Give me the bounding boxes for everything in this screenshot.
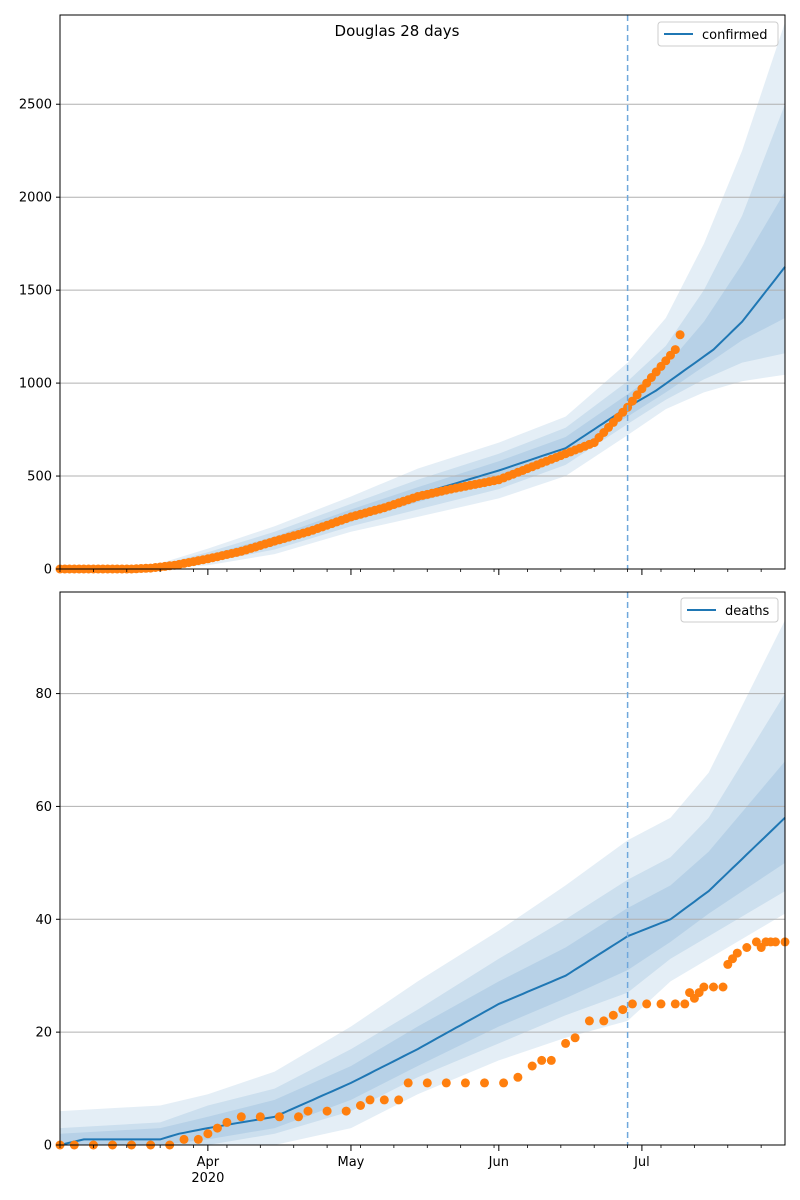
observed-point [527,1061,537,1071]
observed-point [656,999,666,1009]
deaths-gridlines [60,693,785,1033]
axes-frame [59,591,786,1146]
observed-point [341,1106,351,1116]
deaths-legend: deaths [680,597,779,623]
observed-point [618,1005,628,1015]
observed-point [699,982,709,992]
observed-point [561,1038,571,1048]
confirmed-axes: 0 500 1000 1500 2000 2500 [19,14,786,578]
observed-point [403,1078,413,1088]
observed-point [709,982,718,992]
observed-point [627,999,637,1009]
observed-point [203,1129,213,1139]
band-outer [60,620,785,1145]
figure-title: Douglas 28 days [335,22,460,40]
confirmed-gridlines [60,103,785,477]
x-tick-label: Jun [488,1155,509,1170]
y-tick-label: 2000 [19,191,52,206]
observed-point [222,1117,232,1127]
y-tick-label: 60 [35,800,52,815]
observed-point [546,1055,556,1065]
axes-frame [59,14,786,570]
observed-point [670,345,680,355]
observed-point [212,1123,222,1133]
observed-point [732,948,742,958]
observed-point [480,1078,489,1088]
y-tick-label: 40 [35,913,52,928]
legend-label-confirmed: confirmed [702,28,768,43]
observed-point [513,1072,523,1082]
observed-point [537,1055,547,1065]
y-tick-label: 2500 [19,98,52,113]
observed-point [365,1095,375,1105]
observed-point [670,999,680,1009]
observed-point [236,1112,246,1122]
observed-point [322,1106,332,1116]
observed-point [303,1106,313,1116]
confirmed-legend: confirmed [657,21,779,47]
x-tick-label: May [338,1155,365,1170]
y-tick-label: 80 [35,687,52,702]
observed-point [179,1134,189,1144]
x-tick-label: Jul [633,1155,650,1170]
observed-point [584,1016,594,1026]
legend-box [680,597,779,623]
x-tick-label: Apr [197,1155,220,1170]
observed-point [460,1078,470,1088]
observed-point [608,1010,618,1020]
y-tick-label: 1000 [19,377,52,392]
legend-label-deaths: deaths [725,604,770,619]
observed-point [680,999,690,1009]
deaths-uncertainty-bands [60,620,785,1145]
x-tick-year-label: 2020 [191,1171,224,1186]
deaths-model-line-group [59,816,786,1146]
observed-point [255,1112,265,1122]
observed-point [632,390,642,400]
observed-point [742,943,752,952]
y-tick-label: 500 [27,470,52,485]
legend-box [657,21,779,47]
observed-point [356,1101,365,1110]
observed-point [771,937,780,947]
confirmed-panel: 0 500 1000 1500 2000 2500 confirmed [19,14,786,578]
observed-point [441,1078,451,1088]
y-tick-label: 0 [44,563,52,578]
y-tick-label: 20 [35,1026,52,1041]
observed-point [499,1078,509,1088]
observed-point [599,1016,609,1026]
observed-point [718,982,728,992]
observed-point [675,330,685,340]
observed-point [642,999,652,1009]
y-tick-label: 1500 [19,284,52,299]
model-line [59,816,786,1146]
confirmed-observed-points [55,330,685,574]
observed-point [193,1134,203,1144]
observed-point [394,1095,404,1105]
observed-point [422,1078,432,1088]
observed-point [627,396,637,406]
y-tick-label: 0 [44,1139,52,1154]
observed-point [570,1033,580,1043]
observed-point [294,1112,303,1122]
band-inner [60,761,785,1145]
observed-point [274,1112,284,1122]
observed-point [379,1095,389,1105]
